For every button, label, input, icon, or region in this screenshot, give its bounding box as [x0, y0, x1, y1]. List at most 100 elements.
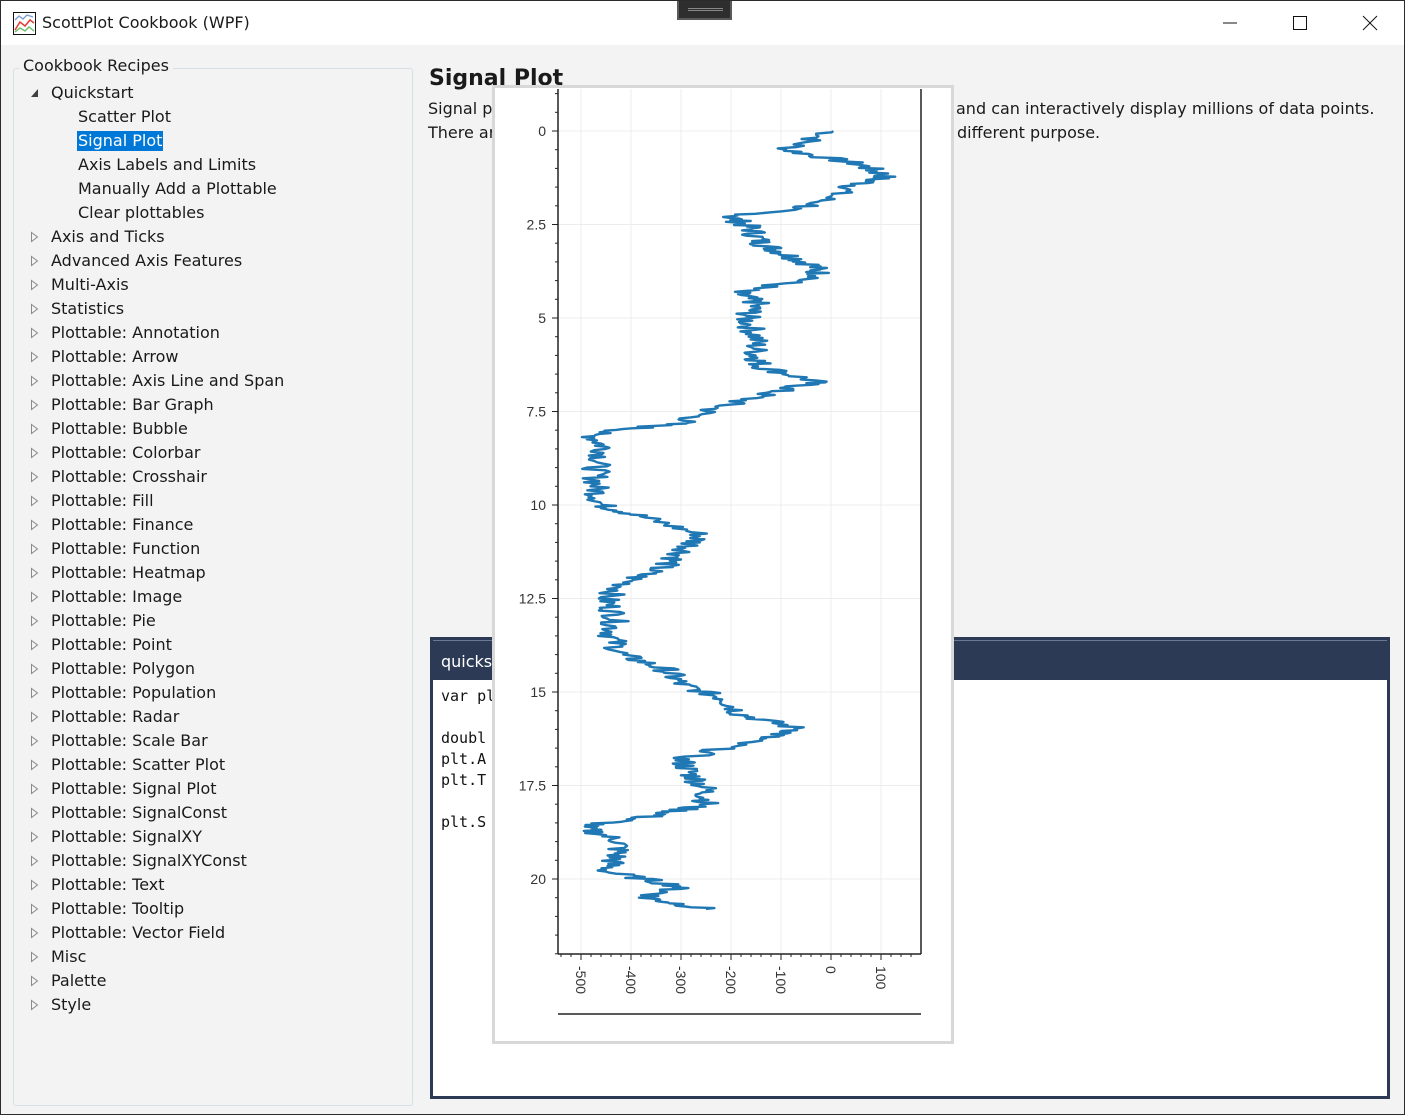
collapsed-arrow-icon[interactable] — [30, 519, 40, 531]
collapsed-arrow-icon[interactable] — [30, 831, 40, 843]
tree-item-label: Plottable: Pie — [51, 611, 156, 630]
svg-text:5: 5 — [538, 310, 546, 326]
svg-text:-400: -400 — [623, 966, 639, 994]
svg-text:-100: -100 — [773, 966, 789, 994]
svg-text:0: 0 — [538, 123, 546, 139]
collapsed-arrow-icon[interactable] — [30, 447, 40, 459]
description-line2-left: There ar — [428, 123, 496, 142]
signal-plot-chart[interactable]: 0 2.5 5 7.5 10 12.5 15 17.5 20 -500 -400 -300 -200 -1… — [492, 85, 954, 1044]
collapsed-arrow-icon[interactable] — [30, 375, 40, 387]
svg-text:-300: -300 — [673, 966, 689, 994]
window-title: ScottPlot Cookbook (WPF) — [42, 13, 250, 32]
tree-item-label: Plottable: Population — [51, 683, 217, 702]
svg-text:0: 0 — [823, 966, 839, 974]
collapsed-arrow-icon[interactable] — [30, 255, 40, 267]
code-title: quicks — [441, 652, 493, 671]
tree-item-label: Plottable: Signal Plot — [51, 779, 217, 798]
collapsed-arrow-icon[interactable] — [30, 567, 40, 579]
expanded-arrow-icon[interactable] — [30, 87, 40, 99]
tree-item-label: Plottable: Text — [51, 875, 165, 894]
collapsed-arrow-icon[interactable] — [30, 999, 40, 1011]
collapsed-arrow-icon[interactable] — [30, 543, 40, 555]
collapsed-arrow-icon[interactable] — [30, 495, 40, 507]
tree-item-label: Plottable: Axis Line and Span — [51, 371, 285, 390]
collapsed-arrow-icon[interactable] — [30, 783, 40, 795]
code-text[interactable]: var pl doubl plt.A plt.T plt.S — [441, 687, 496, 831]
collapsed-arrow-icon[interactable] — [30, 639, 40, 651]
tree-item-label: Plottable: Tooltip — [51, 899, 185, 918]
svg-text:17.5: 17.5 — [519, 778, 546, 794]
collapsed-arrow-icon[interactable] — [30, 855, 40, 867]
collapsed-arrow-icon[interactable] — [30, 975, 40, 987]
collapsed-arrow-icon[interactable] — [30, 351, 40, 363]
collapsed-arrow-icon[interactable] — [30, 471, 40, 483]
tree-item-label: Quickstart — [51, 83, 134, 102]
close-button[interactable] — [1335, 1, 1405, 45]
svg-text:7.5: 7.5 — [527, 404, 547, 420]
tree-item-label: Plottable: Arrow — [51, 347, 179, 366]
svg-text:20: 20 — [530, 871, 546, 887]
tree-item-label: Plottable: Polygon — [51, 659, 196, 678]
svg-text:-500: -500 — [573, 966, 589, 994]
svg-text:12.5: 12.5 — [519, 591, 546, 607]
collapsed-arrow-icon[interactable] — [30, 879, 40, 891]
grip-icon — [688, 8, 723, 11]
tree-item-label: Plottable: Fill — [51, 491, 154, 510]
collapsed-arrow-icon[interactable] — [30, 615, 40, 627]
collapsed-arrow-icon[interactable] — [30, 735, 40, 747]
svg-text:-200: -200 — [723, 966, 739, 994]
tree-item-label: Plottable: Point — [51, 635, 172, 654]
tree-item-label: Clear plottables — [78, 203, 205, 222]
collapsed-arrow-icon[interactable] — [30, 927, 40, 939]
collapsed-arrow-icon[interactable] — [30, 303, 40, 315]
tree-item-label: Multi-Axis — [51, 275, 129, 294]
maximize-button[interactable] — [1265, 1, 1335, 45]
collapsed-arrow-icon[interactable] — [30, 231, 40, 243]
tree-item-label: Plottable: Vector Field — [51, 923, 226, 942]
group-label: Cookbook Recipes — [19, 56, 173, 75]
tree-item-label: Plottable: SignalXYConst — [51, 851, 247, 870]
tree-item-label: Plottable: Image — [51, 587, 183, 606]
chart-app-icon — [13, 12, 36, 35]
minimize-button[interactable] — [1195, 1, 1265, 45]
collapsed-arrow-icon[interactable] — [30, 591, 40, 603]
tree-item-label: Plottable: Crosshair — [51, 467, 207, 486]
collapsed-arrow-icon[interactable] — [30, 711, 40, 723]
tree-item-label: Style — [51, 995, 92, 1014]
collapsed-arrow-icon[interactable] — [30, 399, 40, 411]
svg-text:15: 15 — [530, 684, 546, 700]
tree-item-label: Plottable: Function — [51, 539, 201, 558]
tree-item-label: Plottable: Bar Graph — [51, 395, 214, 414]
drag-grip-handle[interactable] — [677, 1, 732, 20]
tree-item-label: Manually Add a Plottable — [78, 179, 277, 198]
collapsed-arrow-icon[interactable] — [30, 423, 40, 435]
svg-text:2.5: 2.5 — [527, 217, 547, 233]
collapsed-arrow-icon[interactable] — [30, 903, 40, 915]
tree-item-label: Axis Labels and Limits — [78, 155, 257, 174]
tree-item-label: Misc — [51, 947, 87, 966]
collapsed-arrow-icon[interactable] — [30, 759, 40, 771]
tree-item-label: Axis and Ticks — [51, 227, 165, 246]
collapsed-arrow-icon[interactable] — [30, 279, 40, 291]
tree-item-label: Plottable: Finance — [51, 515, 194, 534]
collapsed-arrow-icon[interactable] — [30, 687, 40, 699]
collapsed-arrow-icon[interactable] — [30, 663, 40, 675]
tree-item-label: Palette — [51, 971, 107, 990]
tree-item-label: Scatter Plot — [78, 107, 171, 126]
description-line1-right: and can interactively display millions o… — [956, 99, 1375, 118]
collapsed-arrow-icon[interactable] — [30, 951, 40, 963]
description-line1-left: Signal p — [428, 99, 493, 118]
collapsed-arrow-icon[interactable] — [30, 327, 40, 339]
tree-item-label: Plottable: SignalXY — [51, 827, 203, 846]
tree-item-label: Signal Plot — [77, 131, 164, 151]
svg-text:10: 10 — [530, 497, 546, 513]
collapsed-arrow-icon[interactable] — [30, 807, 40, 819]
tree-item-label: Plottable: Bubble — [51, 419, 188, 438]
signal-plot-popup[interactable]: 0 2.5 5 7.5 10 12.5 15 17.5 20 -500 -400 -300 -200 -1… — [492, 85, 954, 1044]
title-bar[interactable]: ScottPlot Cookbook (WPF) — [1, 1, 1404, 45]
tree-item-label: Plottable: Radar — [51, 707, 180, 726]
cookbook-recipes-group — [13, 68, 413, 1106]
tree-item-label: Plottable: Annotation — [51, 323, 220, 342]
maximize-icon — [1293, 16, 1307, 30]
